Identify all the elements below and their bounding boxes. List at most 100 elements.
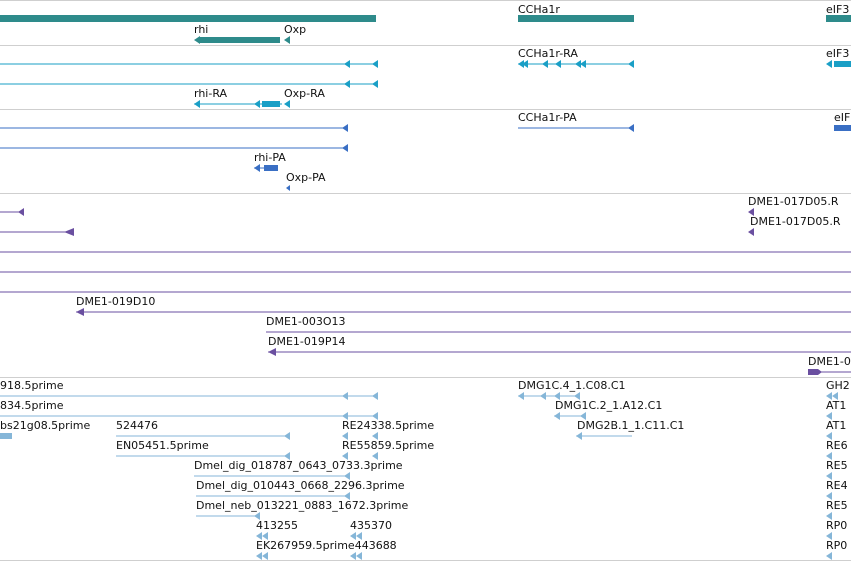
exon-icon: [262, 552, 268, 560]
exon-icon: [580, 60, 586, 68]
est-label: EN05451.5prime: [116, 439, 209, 452]
est-label: Dmel_neb_013221_0883_1672.3prime: [196, 499, 409, 512]
track-separator: [0, 45, 851, 46]
est-GH2[interactable]: [826, 392, 832, 400]
est-label: EK267959.5prime443688: [256, 539, 397, 552]
transcript-Oxp-PA[interactable]: [286, 185, 290, 191]
est-435370[interactable]: [350, 532, 356, 540]
exon-icon: [554, 392, 560, 400]
arrow-icon: [254, 164, 260, 172]
exon-icon: [628, 60, 634, 68]
arrow-icon: [64, 228, 74, 236]
clone-label: DME1-017D05.R: [750, 215, 841, 228]
exon-icon: [576, 432, 582, 440]
transcript-label: Oxp-PA: [286, 171, 326, 184]
est-RE24338[interactable]: [342, 432, 348, 440]
exon-icon: [580, 412, 586, 420]
est-label: 918.5prime: [0, 379, 64, 392]
track-separator: [0, 109, 851, 110]
transcript-label: rhi-PA: [254, 151, 286, 164]
exon-icon: [262, 532, 268, 540]
clone-label: DME1-017D05.R: [748, 195, 839, 208]
gene-glyph-rhi[interactable]: [200, 37, 280, 43]
transcript-eIF3[interactable]: [834, 61, 851, 67]
est-RP0[interactable]: [826, 532, 832, 540]
exon-icon: [356, 552, 362, 560]
transcript-label: eIF3: [834, 111, 851, 124]
est-label: RE6: [826, 439, 848, 452]
arrow-icon: [194, 36, 200, 44]
est-label: 834.5prime: [0, 399, 64, 412]
exon-icon: [826, 60, 832, 68]
exon-icon: [518, 60, 524, 68]
exon-icon: [372, 452, 378, 460]
transcript-label: eIF3: [826, 47, 850, 60]
exon-icon: [372, 80, 378, 88]
gene-glyph-CCHa1r[interactable]: [518, 15, 634, 22]
est-label: RP0: [826, 539, 848, 552]
clone-DME1-017D05[interactable]: [748, 228, 754, 236]
gene-glyph-eIF3[interactable]: [826, 15, 851, 22]
est-label: bs21g08.5prime: [0, 419, 91, 432]
transcript-label: Oxp-RA: [284, 87, 325, 100]
gene-label-CCHa1r: CCHa1r: [518, 3, 560, 16]
gene-glyph[interactable]: [0, 15, 376, 22]
exon-icon: [372, 412, 378, 420]
exon-icon: [522, 60, 528, 68]
arrow-icon: [344, 472, 350, 480]
exon-icon: [342, 412, 348, 420]
transcript-eIF3-PA[interactable]: [834, 125, 851, 131]
est-label: RE5: [826, 459, 848, 472]
exon-icon: [342, 144, 348, 152]
est-label: RP0: [826, 519, 848, 532]
est-RE4[interactable]: [826, 492, 832, 500]
exon-icon: [574, 392, 580, 400]
est-413255[interactable]: [256, 532, 262, 540]
est-RP0[interactable]: [826, 552, 832, 560]
transcript-Oxp-RA[interactable]: [284, 100, 290, 108]
exon-icon: [344, 60, 350, 68]
est-RE6[interactable]: [826, 452, 832, 460]
gene-glyph-Oxp[interactable]: [284, 36, 290, 44]
arrow-icon: [268, 348, 276, 356]
exon-icon: [264, 165, 278, 171]
est-AT1[interactable]: [826, 432, 832, 440]
exon-icon: [262, 101, 280, 107]
clone-label: DME1-019D10: [76, 295, 156, 308]
exon-icon: [555, 60, 561, 68]
est-label: 435370: [350, 519, 392, 532]
clone-label: DME1-019P14: [268, 335, 346, 348]
clone-DME1-017D05[interactable]: [748, 208, 754, 216]
est-RE5[interactable]: [826, 512, 832, 520]
clone-label: DME1-0: [808, 355, 851, 368]
est-label: RE55859.5prime: [342, 439, 435, 452]
est-label: AT1: [826, 419, 847, 432]
exon-icon: [344, 80, 350, 88]
est-443688[interactable]: [350, 552, 356, 560]
track-separator: [0, 0, 851, 1]
est-RE55859[interactable]: [342, 452, 348, 460]
est-label: RE5: [826, 499, 848, 512]
exon-icon: [342, 124, 348, 132]
est-bs21g08[interactable]: [0, 433, 12, 439]
est-EK267959[interactable]: [256, 552, 262, 560]
gene-label-Oxp: Oxp: [284, 23, 307, 36]
est-label: Dmel_dig_010443_0668_2296.3prime: [196, 479, 405, 492]
exon-icon: [372, 60, 378, 68]
exon-icon: [254, 100, 260, 108]
est-label: DMG2B.1_1.C11.C1: [577, 419, 685, 432]
est-RE5[interactable]: [826, 472, 832, 480]
arrow-icon: [18, 208, 24, 216]
transcript-label: rhi-RA: [194, 87, 228, 100]
transcript-label: CCHa1r-PA: [518, 111, 577, 124]
arrow-icon: [284, 452, 290, 460]
est-AT1[interactable]: [826, 412, 832, 420]
exon-icon: [372, 432, 378, 440]
arrow-icon: [76, 308, 84, 316]
arrow-icon: [254, 512, 260, 520]
exon-icon: [554, 412, 560, 420]
est-label: DMG1C.2_1.A12.C1: [555, 399, 663, 412]
est-label: Dmel_dig_018787_0643_0733.3prime: [194, 459, 403, 472]
